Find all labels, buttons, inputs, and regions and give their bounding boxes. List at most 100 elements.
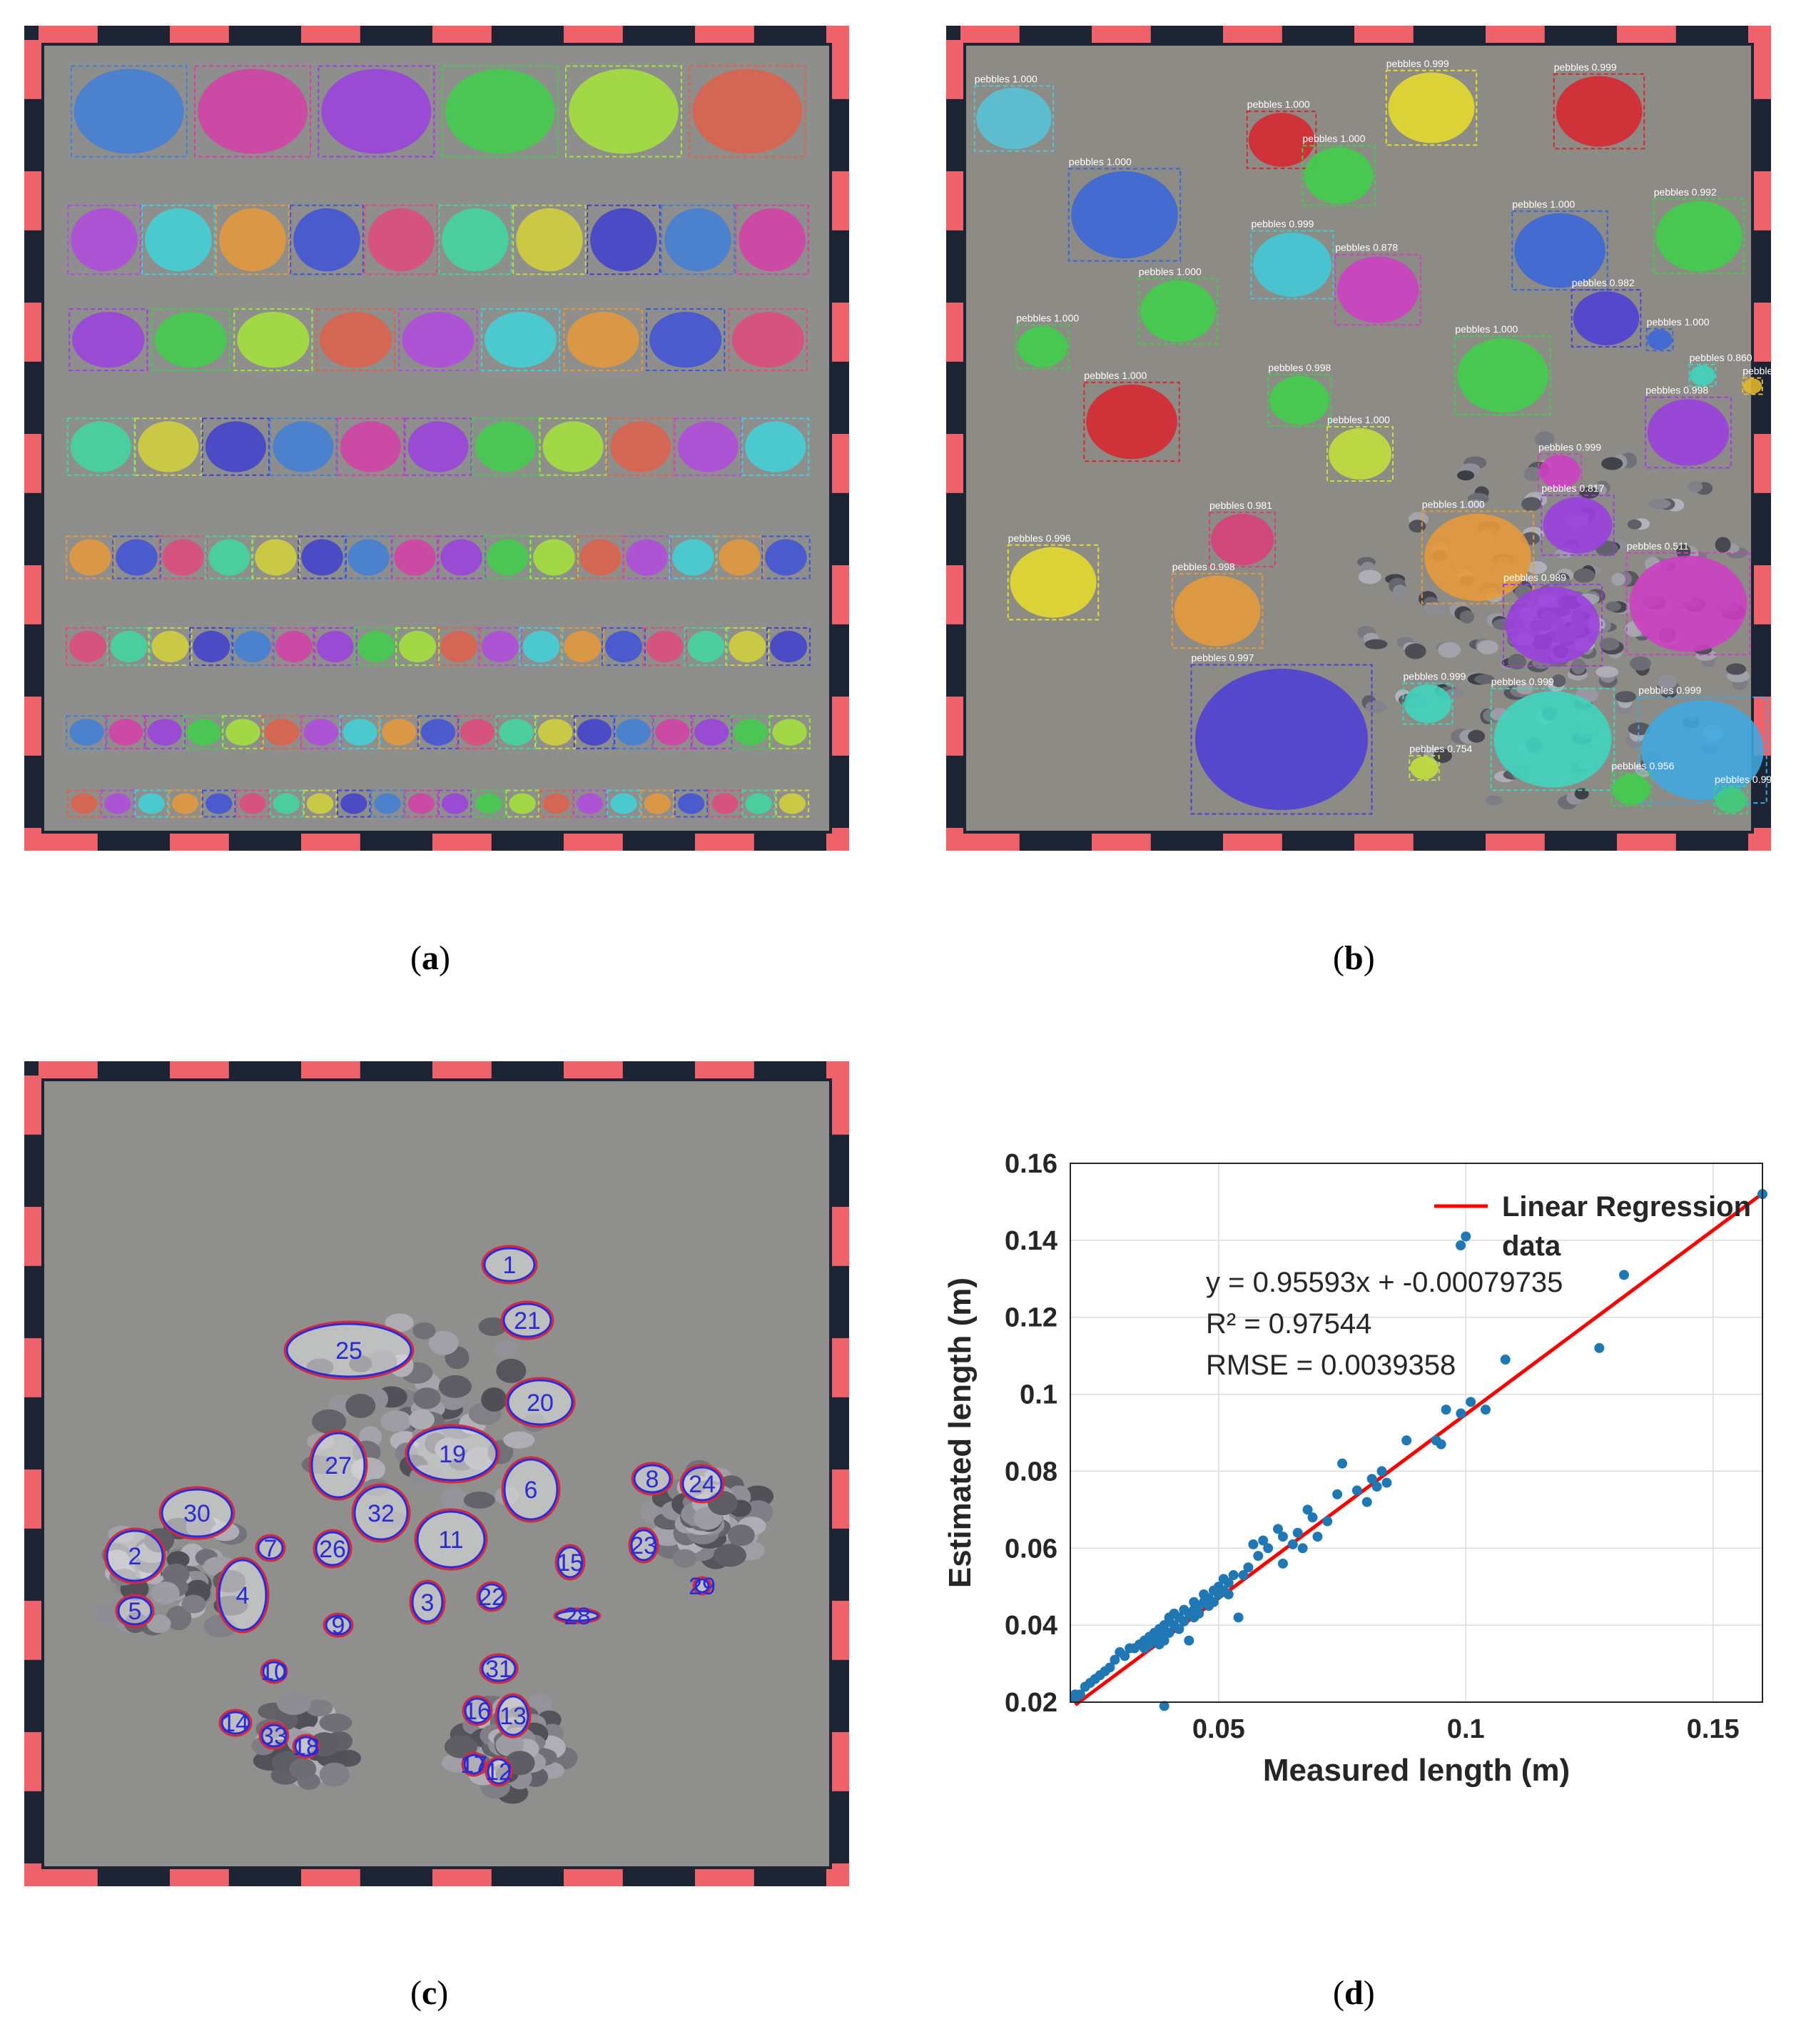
frame-stripe xyxy=(946,303,963,362)
bounding-box xyxy=(1538,453,1582,490)
pebble-contour xyxy=(218,1709,253,1737)
data-point xyxy=(1351,1485,1362,1496)
detected-pebble xyxy=(1457,338,1548,413)
bounding-box xyxy=(505,789,539,818)
stone xyxy=(438,1375,472,1398)
frame-stripe xyxy=(564,834,623,851)
segmented-pebble xyxy=(765,539,807,576)
fitted-ellipse xyxy=(694,1578,710,1594)
legend-entry-data: data xyxy=(1502,1230,1561,1262)
pebble-contour xyxy=(500,1300,554,1340)
gravel-stone xyxy=(1466,499,1485,510)
bounding-box xyxy=(66,789,101,818)
detected-pebble xyxy=(1573,291,1640,345)
segmented-pebble xyxy=(316,630,354,663)
bounding-box xyxy=(607,418,675,476)
frame-stripe xyxy=(301,1061,360,1078)
bounding-box xyxy=(303,789,338,818)
detected-pebble xyxy=(1612,774,1650,805)
frame-stripe xyxy=(432,834,492,851)
pebble-number: 15 xyxy=(557,1549,584,1577)
detection-label: pebbles 1.000 xyxy=(1069,156,1132,167)
segmented-pebble xyxy=(542,421,604,472)
frame-stripe xyxy=(826,1061,849,1078)
frame-stripe xyxy=(564,1869,623,1886)
pebble-number: 31 xyxy=(485,1656,512,1683)
fitted-ellipse xyxy=(262,1661,286,1682)
detection-label: pebbles 1.000 xyxy=(1016,313,1079,324)
bounding-box xyxy=(669,535,718,580)
detected-pebble xyxy=(1140,280,1216,343)
pebble-number: 19 xyxy=(439,1441,466,1468)
detection-label: pebbles 0.999 xyxy=(1538,441,1601,452)
data-point xyxy=(1194,1608,1204,1619)
bounding-box xyxy=(202,789,236,818)
pebble-number: 16 xyxy=(464,1698,491,1725)
gravel-stone xyxy=(1409,520,1426,533)
frame-stripe xyxy=(695,1869,754,1886)
detected-pebble xyxy=(1424,513,1531,602)
bounding-box xyxy=(395,627,440,667)
stone xyxy=(412,1322,436,1340)
frame-stripe xyxy=(301,1869,360,1886)
bounding-box xyxy=(404,418,472,476)
data-point xyxy=(1228,1570,1239,1581)
gravel-stone xyxy=(1516,683,1533,695)
detection-label: pebbles 0.999 xyxy=(1404,671,1466,682)
data-point xyxy=(1436,1439,1446,1449)
detection-label: pebbles 1.000 xyxy=(1512,198,1575,210)
pebble-number: 33 xyxy=(260,1723,288,1750)
detected-pebble xyxy=(1336,256,1419,323)
y-tick-label: 0.14 xyxy=(1005,1226,1057,1256)
frame-stripe xyxy=(24,40,41,99)
data-point xyxy=(1312,1532,1323,1542)
segmented-pebble xyxy=(605,630,642,663)
chart-svg: 0.05 0.1 0.15 0.02 0.04 0.06 0.08 0.1 0.12 0.14 0.… xyxy=(943,1149,1767,1788)
fitted-ellipse xyxy=(681,1466,723,1502)
segmented-pebble xyxy=(147,719,183,746)
bounding-box xyxy=(529,535,579,580)
detected-pebbles-b: pebbles 1.000 pebbles 1.000 pebbles 0.999 p… xyxy=(973,58,1771,815)
panel-c-ellipse-fitting-image: 1 2 3 4 5 6 7 8 9 10 11 12 13 14 15 16 17 18 19 20 21 22 23 24 2… xyxy=(24,1061,849,1886)
frame-stripe xyxy=(946,434,963,493)
bounding-box xyxy=(134,789,168,818)
detected-pebble xyxy=(1253,233,1331,297)
segmented-pebble xyxy=(321,69,432,154)
bounding-box xyxy=(398,308,478,372)
detection-label: pebbles 0.992 xyxy=(1654,186,1717,198)
segmented-pebble xyxy=(646,630,684,663)
segmented-pebble xyxy=(733,719,768,746)
segmented-pebble xyxy=(420,719,456,746)
stone xyxy=(385,1313,414,1332)
detection-label: pebbles 1.000 xyxy=(1455,323,1518,335)
fitted-ellipse xyxy=(310,1432,366,1499)
stone xyxy=(672,1549,697,1568)
detection-label: pebbles 0.996 xyxy=(1008,532,1071,544)
segmented-pebble xyxy=(407,421,469,472)
segmented-pebble xyxy=(374,793,401,814)
frame-stripe xyxy=(24,1076,41,1135)
bounding-box xyxy=(708,789,742,818)
gravel-stone xyxy=(1445,688,1464,699)
detection-label: pebbles 0.999 xyxy=(1386,58,1449,69)
bounding-box xyxy=(215,204,290,275)
y-tick-label: 0.16 xyxy=(1005,1149,1057,1179)
pebble-contour xyxy=(481,1245,538,1285)
detected-pebble xyxy=(1010,547,1097,618)
fitted-ellipse xyxy=(257,1536,284,1560)
fitted-ellipse xyxy=(117,1596,153,1626)
stone xyxy=(413,1387,441,1410)
fitted-ellipse xyxy=(161,1488,233,1538)
gravel-stone xyxy=(1521,497,1542,512)
frame-stripe xyxy=(39,1869,98,1886)
bounding-box xyxy=(735,204,809,275)
segmented-pebble xyxy=(481,630,519,663)
data-point xyxy=(1441,1405,1451,1415)
segmented-pebble xyxy=(319,311,392,368)
segmented-pebble xyxy=(347,539,390,576)
frame-stripe xyxy=(301,834,360,851)
detected-pebble xyxy=(1269,375,1329,425)
panel-a-photo xyxy=(24,26,849,851)
segmented-pebble xyxy=(687,630,725,663)
fitted-ellipse xyxy=(411,1582,444,1623)
